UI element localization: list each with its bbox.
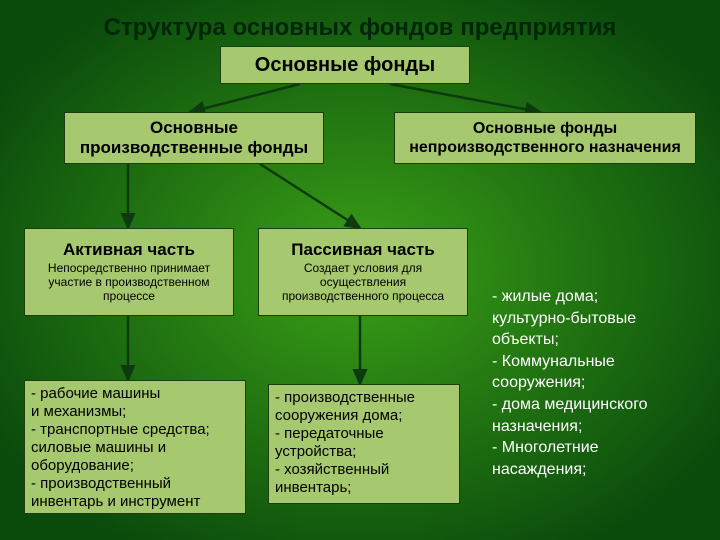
box-passive-header: Пассивная часть: [265, 240, 461, 260]
box-passive-list: - производственные сооружения дома; - пе…: [268, 384, 460, 504]
box-active-sub: Непосредственно принимает участие в прои…: [31, 261, 227, 304]
slide-title: Структура основных фондов предприятия: [0, 14, 720, 42]
box-root-header: Основные фонды: [227, 53, 463, 77]
box-passive-sub: Создает условия для осуществления произв…: [265, 261, 461, 304]
box-active-list-text: - рабочие машины и механизмы; - транспор…: [31, 385, 210, 511]
nonproduction-list: - жилые дома; культурно-бытовые объекты;…: [492, 286, 712, 480]
box-passive-list-text: - производственные сооружения дома; - пе…: [275, 389, 415, 497]
box-production-funds: Основные производственные фонды: [64, 112, 324, 164]
slide-content: Структура основных фондов предприятия Ос…: [0, 0, 720, 540]
box-active-part: Активная часть Непосредственно принимает…: [24, 228, 234, 316]
box-active-header: Активная часть: [31, 240, 227, 260]
box-production-header: Основные производственные фонды: [71, 118, 317, 159]
box-passive-part: Пассивная часть Создает условия для осущ…: [258, 228, 468, 316]
box-nonproduction-header: Основные фонды непроизводственного назна…: [401, 119, 689, 157]
box-nonproduction-funds: Основные фонды непроизводственного назна…: [394, 112, 696, 164]
box-active-list: - рабочие машины и механизмы; - транспор…: [24, 380, 246, 514]
box-root: Основные фонды: [220, 46, 470, 84]
